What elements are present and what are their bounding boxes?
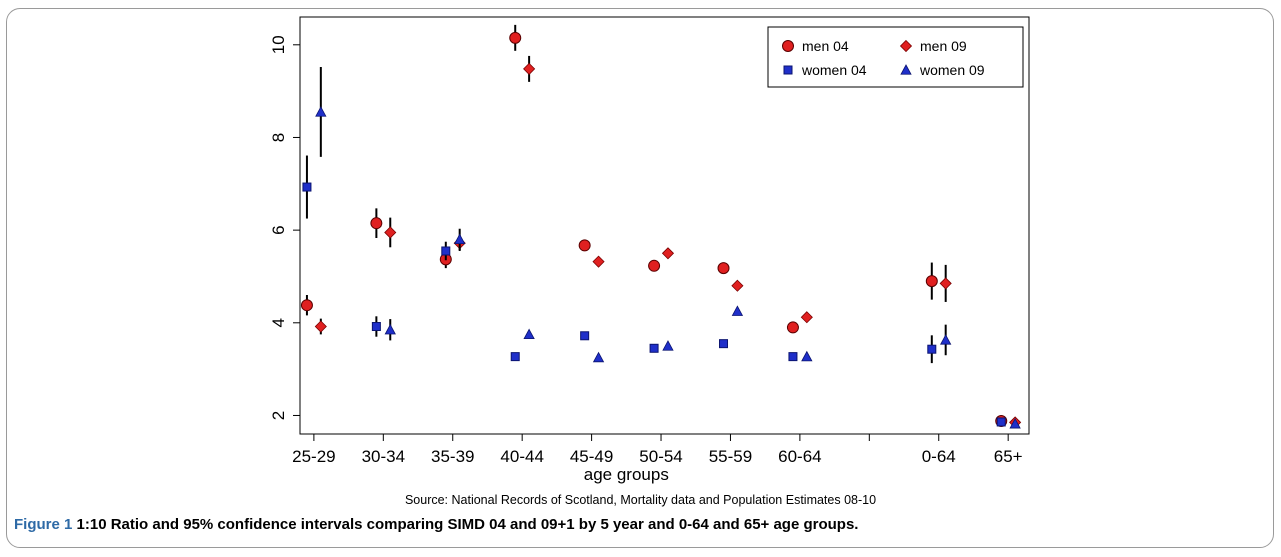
data-point [1009, 417, 1021, 429]
caption-label: Figure 1 [14, 516, 73, 533]
data-point [717, 262, 730, 275]
caption-text: 1:10 Ratio and 95% confidence intervals … [76, 516, 859, 533]
x-axis: 25-29 30-34 35-39 40-44 45-49 50-54 55-59 60-64… [292, 434, 1023, 466]
legend-label: women 09 [919, 62, 985, 78]
legend: men 04 men 09 women 04 women 09 [767, 26, 1024, 88]
data-point [441, 246, 451, 256]
legend-box [767, 26, 1024, 88]
figure-caption: Figure 1 1:10 Ratio and 95% confidence i… [14, 516, 858, 533]
data-point [939, 277, 952, 290]
data-point [315, 106, 327, 117]
data-point [719, 339, 729, 349]
data-marks [300, 24, 1022, 429]
y-tick-label: 10 [269, 35, 288, 54]
y-tick-label: 2 [269, 411, 288, 420]
data-point [940, 334, 952, 345]
x-tick-label: 25-29 [292, 447, 335, 466]
source-note: Source: National Records of Scotland, Mo… [404, 493, 877, 507]
legend-marker [782, 40, 794, 52]
x-tick-label: 30-34 [362, 447, 405, 466]
x-tick-label: 45-49 [570, 447, 613, 466]
data-point [578, 239, 591, 252]
x-tick-label: 50-54 [639, 447, 682, 466]
x-tick-label: 65+ [994, 447, 1023, 466]
x-tick-label: 60-64 [778, 447, 821, 466]
x-tick-label: 55-59 [709, 447, 752, 466]
data-point [927, 344, 937, 354]
data-point [786, 321, 799, 334]
data-point [384, 226, 397, 239]
data-point [731, 279, 744, 292]
x-tick-label: 35-39 [431, 447, 474, 466]
data-point [592, 255, 605, 268]
data-point [996, 417, 1006, 427]
data-point [523, 62, 536, 75]
legend-marker [783, 65, 793, 75]
legend-label: women 04 [801, 62, 867, 78]
data-point [454, 233, 466, 245]
data-point [370, 217, 383, 230]
x-axis-label: age groups [584, 465, 669, 484]
legend-marker [900, 64, 912, 75]
x-tick-label: 0-64 [922, 447, 956, 466]
plot-area [299, 16, 1030, 435]
figure-frame [6, 8, 1274, 548]
data-point [925, 275, 938, 288]
data-point [302, 182, 312, 192]
data-point [648, 259, 661, 272]
legend-label: men 09 [920, 38, 967, 54]
data-point [649, 343, 659, 353]
data-point [592, 351, 605, 363]
y-tick-label: 4 [269, 318, 288, 327]
data-point [661, 247, 675, 260]
y-axis: 2 4 6 8 10 [269, 35, 300, 420]
data-point [731, 305, 744, 316]
data-point [523, 328, 535, 340]
data-point [314, 320, 327, 333]
y-tick-label: 8 [269, 133, 288, 142]
x-tick-label: 40-44 [500, 447, 543, 466]
data-point [384, 323, 396, 335]
legend-label: men 04 [802, 38, 849, 54]
data-point [580, 331, 590, 341]
data-point [800, 311, 813, 324]
data-point [788, 352, 798, 362]
data-point [371, 322, 381, 332]
data-point [509, 31, 522, 44]
data-point [662, 340, 674, 351]
y-tick-label: 6 [269, 225, 288, 234]
data-point [300, 299, 313, 312]
data-point [510, 352, 520, 362]
legend-marker [899, 39, 913, 53]
data-point [801, 350, 813, 362]
